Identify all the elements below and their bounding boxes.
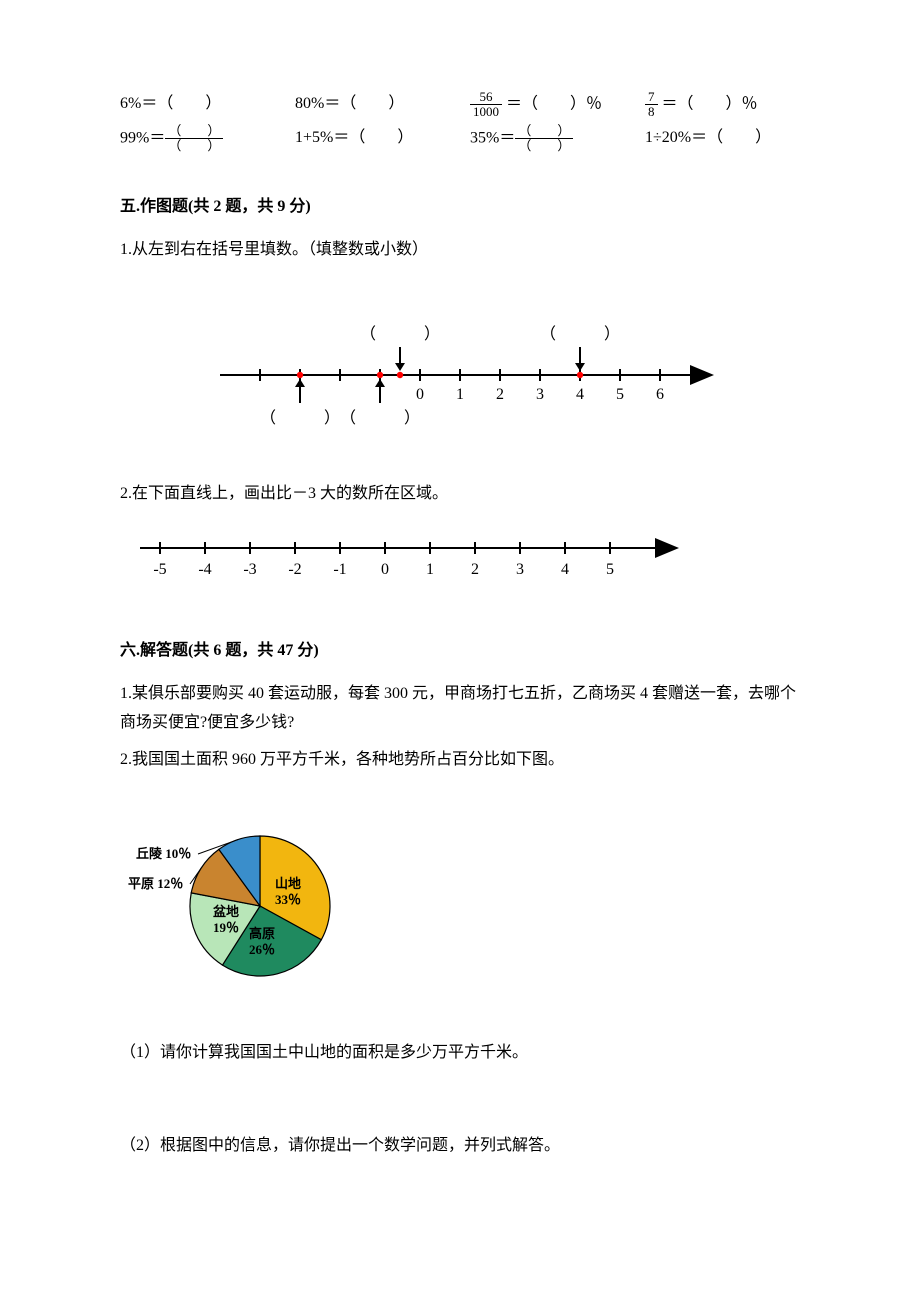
svg-text:0: 0 xyxy=(416,386,424,403)
numerator: 56 xyxy=(470,90,502,105)
svg-text:-3: -3 xyxy=(243,561,256,578)
numberline-2-figure: -5 -4 -3 -2 -1 0 1 2 3 4 5 xyxy=(120,530,800,597)
svg-text:26％: 26％ xyxy=(249,942,275,957)
section-6-title: 六.解答题(共 6 题，共 47 分) xyxy=(120,637,800,666)
fraction: （ ） （ ） xyxy=(165,124,223,154)
eq-text: 80%＝（ ） xyxy=(295,95,404,112)
section-5-title: 五.作图题(共 2 题，共 9 分) xyxy=(120,193,800,222)
eq-r1c1: 6%＝（ ） xyxy=(120,90,275,120)
svg-text:山地: 山地 xyxy=(275,876,301,891)
numberline-1-figure: 0123456（ ）（ ）（ ）（ ） xyxy=(120,287,800,458)
eq-text: ＝（ ）％ xyxy=(662,95,758,112)
svg-text:-2: -2 xyxy=(288,561,301,578)
svg-text:3: 3 xyxy=(536,386,544,403)
denominator: 1000 xyxy=(470,105,502,119)
svg-text:平原 12％: 平原 12％ xyxy=(128,876,183,891)
svg-text:3: 3 xyxy=(516,561,524,578)
numerator: （ ） xyxy=(165,124,223,139)
svg-text:2: 2 xyxy=(471,561,479,578)
eq-text: 99%＝ xyxy=(120,129,165,146)
svg-text:4: 4 xyxy=(561,561,569,578)
eq-text: 6%＝（ ） xyxy=(120,95,221,112)
eq-r2c1: 99%＝ （ ） （ ） xyxy=(120,124,275,154)
eq-r2c3: 35%＝ （ ） （ ） xyxy=(470,124,625,154)
svg-text:（ ）: （ ） xyxy=(340,409,420,427)
eq-r2c2: 1+5%＝（ ） xyxy=(295,124,450,154)
numerator: 7 xyxy=(645,90,658,105)
svg-text:5: 5 xyxy=(616,386,624,403)
fraction: 7 8 xyxy=(645,90,658,120)
svg-text:-4: -4 xyxy=(198,561,211,578)
denominator: （ ） xyxy=(515,139,573,153)
equation-row-1: 6%＝（ ） 80%＝（ ） 56 1000 ＝（ ）％ 7 8 ＝（ ）％ xyxy=(120,90,800,120)
section-6-q1: 1.某俱乐部要购买 40 套运动服，每套 300 元，甲商场打七五折，乙商场买 … xyxy=(120,680,800,738)
numberline-1-svg: 0123456（ ）（ ）（ ）（ ） xyxy=(180,287,740,447)
fraction: 56 1000 xyxy=(470,90,502,120)
eq-text: 1+5%＝（ ） xyxy=(295,129,413,146)
numberline-2-svg: -5 -4 -3 -2 -1 0 1 2 3 4 5 xyxy=(120,530,700,586)
eq-text: 35%＝ xyxy=(470,129,515,146)
section-6-sub2: （2）根据图中的信息，请你提出一个数学问题，并列式解答。 xyxy=(120,1132,800,1161)
spacer xyxy=(120,1076,800,1132)
svg-text:（ ）: （ ） xyxy=(360,325,440,343)
denominator: （ ） xyxy=(165,139,223,153)
svg-text:4: 4 xyxy=(576,386,584,403)
svg-text:丘陵 10％: 丘陵 10％ xyxy=(136,846,191,861)
svg-text:2: 2 xyxy=(496,386,504,403)
svg-text:-5: -5 xyxy=(153,561,166,578)
eq-text: 1÷20%＝（ ） xyxy=(645,129,771,146)
section-6-sub1: （1）请你计算我国国土中山地的面积是多少万平方千米。 xyxy=(120,1039,800,1068)
svg-text:1: 1 xyxy=(426,561,434,578)
svg-text:5: 5 xyxy=(606,561,614,578)
pie-chart-svg: 山地33％ 高原26％ 盆地19％ 平原 12％ 丘陵 10％ xyxy=(120,796,380,1006)
svg-text:盆地: 盆地 xyxy=(212,904,239,919)
svg-text:19％: 19％ xyxy=(213,920,239,935)
svg-text:0: 0 xyxy=(381,561,389,578)
eq-r1c2: 80%＝（ ） xyxy=(295,90,450,120)
equation-row-2: 99%＝ （ ） （ ） 1+5%＝（ ） 35%＝ （ ） （ ） 1÷20%… xyxy=(120,124,800,154)
eq-r1c3: 56 1000 ＝（ ）％ xyxy=(470,90,625,120)
numerator: （ ） xyxy=(515,124,573,139)
pie-chart-figure: 山地33％ 高原26％ 盆地19％ 平原 12％ 丘陵 10％ xyxy=(120,796,800,1017)
fraction: （ ） （ ） xyxy=(515,124,573,154)
eq-r2c4: 1÷20%＝（ ） xyxy=(645,124,800,154)
section-6-q2: 2.我国国土面积 960 万平方千米，各种地势所占百分比如下图。 xyxy=(120,746,800,775)
svg-text:高原: 高原 xyxy=(249,926,275,941)
svg-text:1: 1 xyxy=(456,386,464,403)
section-5-q1: 1.从左到右在括号里填数。（填整数或小数） xyxy=(120,236,800,265)
eq-r1c4: 7 8 ＝（ ）％ xyxy=(645,90,800,120)
denominator: 8 xyxy=(645,105,658,119)
section-5-q2: 2.在下面直线上，画出比－3 大的数所在区域。 xyxy=(120,480,800,509)
svg-text:（ ）: （ ） xyxy=(540,325,620,343)
svg-text:-1: -1 xyxy=(333,561,346,578)
svg-text:6: 6 xyxy=(656,386,664,403)
eq-text: ＝（ ）％ xyxy=(506,95,602,112)
svg-text:（ ）: （ ） xyxy=(260,409,340,427)
svg-text:33％: 33％ xyxy=(275,892,301,907)
